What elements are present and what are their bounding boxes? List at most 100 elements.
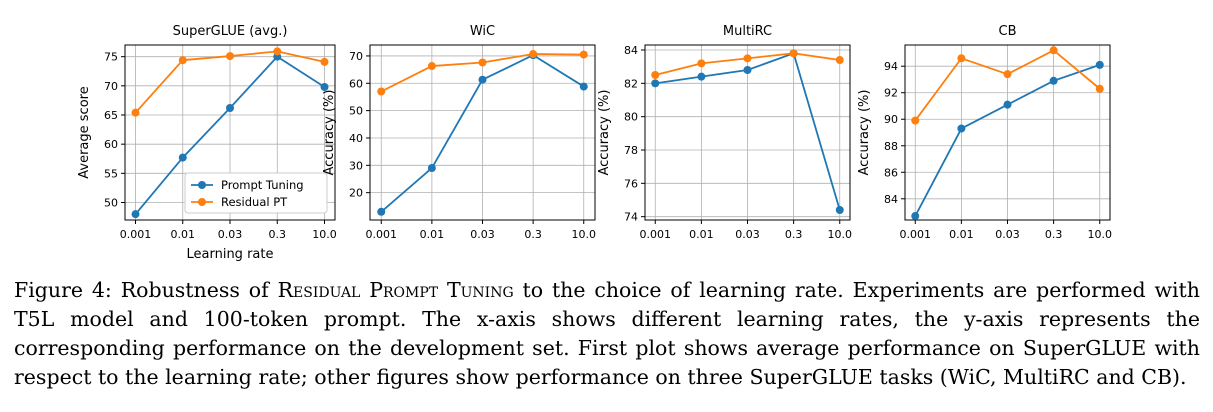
series-2-point <box>377 87 386 96</box>
series-1-point <box>1003 100 1012 109</box>
y-tick-label: 70 <box>104 80 118 93</box>
legend-entry: Prompt Tuning <box>221 178 304 192</box>
series-2-point <box>427 62 436 71</box>
chart-title: WiC <box>470 24 495 39</box>
series-1-point <box>957 124 966 133</box>
x-axis-label: Learning rate <box>187 247 274 262</box>
y-tick-label: 50 <box>104 197 118 210</box>
series-2-point <box>131 108 140 117</box>
caption-figure-label: Figure 4: Robustness of <box>14 278 269 302</box>
series-2-point <box>579 50 588 59</box>
y-tick-label: 90 <box>884 113 898 126</box>
series-2-point <box>1095 84 1104 93</box>
y-axis-label: Accuracy (%) <box>857 90 872 176</box>
legend-marker <box>198 198 206 206</box>
legend-entry: Residual PT <box>221 195 288 209</box>
chart-panel-2: 0.001 0.01 0.03 0.3 10.0 20 30 40 50 60 70 WiC Accur… <box>322 24 596 241</box>
series-1-point <box>651 79 660 88</box>
series-1-point <box>427 164 436 173</box>
legend-box <box>184 172 328 214</box>
x-tick-label: 0.03 <box>470 228 495 241</box>
y-tick-label: 70 <box>349 50 363 63</box>
x-tick-label: 0.03 <box>735 228 760 241</box>
series-1-point <box>131 210 140 219</box>
x-tick-label: 0.01 <box>420 228 445 241</box>
y-tick-label: 75 <box>104 51 118 64</box>
chart-panel-3: 0.001 0.01 0.03 0.3 10.0 74 76 78 80 82 84 MultiRC A… <box>597 24 852 241</box>
x-tick-label: 0.001 <box>120 228 152 241</box>
x-tick-label: 10.0 <box>312 228 337 241</box>
series-1-point <box>835 206 844 214</box>
x-tick-label: 10.0 <box>828 228 853 241</box>
y-tick-label: 94 <box>884 60 898 73</box>
y-tick-label: 92 <box>884 87 898 100</box>
series-1-point <box>579 82 588 91</box>
y-tick-label: 78 <box>624 144 638 157</box>
y-tick-label: 40 <box>349 132 363 145</box>
charts-figure: 0.001 0.01 0.03 0.3 10.0 50 55 60 65 70 75 SuperGLU… <box>77 24 1112 262</box>
y-tick-label: 80 <box>624 111 638 124</box>
y-tick-label: 65 <box>104 109 118 122</box>
series-2-point <box>911 116 920 125</box>
y-axis-label: Accuracy (%) <box>322 90 337 176</box>
series-2-point <box>1049 46 1058 55</box>
series-1-point <box>697 72 706 81</box>
series-2-point <box>1003 70 1012 79</box>
x-tick-label: 0.3 <box>269 228 287 241</box>
series-1-point <box>1049 76 1058 85</box>
y-tick-label: 74 <box>624 211 638 224</box>
y-tick-label: 84 <box>624 44 638 57</box>
chart-title: CB <box>999 24 1017 39</box>
y-tick-label: 50 <box>349 105 363 118</box>
x-tick-label: 0.3 <box>1045 228 1063 241</box>
y-tick-label: 30 <box>349 159 363 172</box>
y-axis-label: Average score <box>77 86 92 178</box>
series-2-point <box>226 52 234 61</box>
x-tick-label: 10.0 <box>1088 228 1113 241</box>
series-1-point <box>320 83 329 91</box>
x-tick-label: 0.03 <box>218 228 243 241</box>
series-2-point <box>320 57 329 66</box>
y-tick-label: 82 <box>624 77 638 90</box>
series-1-point <box>911 212 920 221</box>
chart-panel-4: 0.001 0.01 0.03 0.3 10.0 84 86 88 90 92 94 CB Accura… <box>857 24 1112 241</box>
series-2-point <box>789 49 798 58</box>
y-tick-label: 76 <box>624 177 638 190</box>
series-2-point <box>178 56 187 65</box>
caption-text: to the choice of learning rate. Experime… <box>14 278 1200 389</box>
y-tick-label: 84 <box>884 193 898 206</box>
series-2-point <box>478 58 487 67</box>
legend-marker <box>198 181 206 189</box>
series-2-point <box>697 59 706 68</box>
series-2-point <box>835 56 844 64</box>
series-1-point <box>478 75 487 84</box>
series-2-point <box>529 50 538 59</box>
series-1-point <box>178 153 187 162</box>
y-tick-label: 60 <box>349 77 363 90</box>
series-1-point <box>226 104 234 112</box>
series-1-point <box>1095 60 1104 69</box>
y-axis-label: Accuracy (%) <box>597 90 612 176</box>
y-tick-label: 88 <box>884 140 898 153</box>
series-1-point <box>377 207 386 216</box>
x-tick-label: 0.01 <box>949 228 974 241</box>
x-tick-label: 0.001 <box>366 228 398 241</box>
y-tick-label: 20 <box>349 187 363 200</box>
series-2-point <box>651 71 660 79</box>
x-tick-label: 0.3 <box>785 228 803 241</box>
x-tick-label: 10.0 <box>572 228 597 241</box>
y-tick-label: 86 <box>884 166 898 179</box>
y-tick-label: 60 <box>104 138 118 151</box>
series-1-point <box>743 66 752 74</box>
chart-title: SuperGLUE (avg.) <box>173 24 288 39</box>
chart-title: MultiRC <box>723 24 772 39</box>
x-tick-label: 0.3 <box>524 228 542 241</box>
x-tick-label: 0.01 <box>689 228 714 241</box>
x-tick-label: 0.001 <box>900 228 932 241</box>
x-tick-label: 0.03 <box>995 228 1020 241</box>
chart-panel-1: 0.001 0.01 0.03 0.3 10.0 50 55 60 65 70 75 SuperGLU… <box>77 24 337 262</box>
y-tick-label: 55 <box>104 167 118 180</box>
x-tick-label: 0.001 <box>640 228 672 241</box>
series-2-point <box>957 54 966 63</box>
x-tick-label: 0.01 <box>171 228 196 241</box>
